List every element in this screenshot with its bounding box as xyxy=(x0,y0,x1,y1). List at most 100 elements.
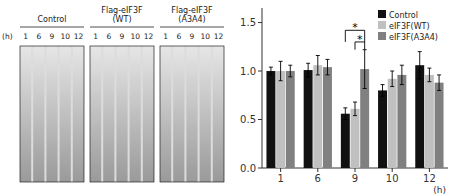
gel-group-label: Flag-eIF3F(WT) xyxy=(101,6,143,24)
gel-lane xyxy=(160,46,171,182)
legend-label: eIF3F(A3A4) xyxy=(389,33,438,42)
y-tick-label: 1.0 xyxy=(240,66,256,77)
gel-lane xyxy=(73,46,84,182)
error-bar xyxy=(363,50,367,89)
gel-background xyxy=(90,46,154,182)
error-bar xyxy=(353,102,357,116)
gel-lane xyxy=(20,46,31,182)
significance-star: * xyxy=(357,33,363,46)
gel-lane-label: 12 xyxy=(74,32,84,41)
gel-background xyxy=(160,46,224,182)
x-tick xyxy=(355,168,356,172)
y-tick xyxy=(258,22,262,23)
gel-lane-label: 9 xyxy=(120,32,125,41)
legend-label: eIF3F(WT) xyxy=(389,22,430,31)
gel-group-label-line: (WT) xyxy=(112,15,131,24)
y-tick-label: 0.5 xyxy=(240,114,256,125)
gel-lane xyxy=(103,46,114,182)
gel-group-label-line: Control xyxy=(38,15,67,24)
bars xyxy=(266,50,443,168)
bar xyxy=(388,79,397,168)
gel-lane-label: 1 xyxy=(163,32,168,41)
legend-swatch xyxy=(378,21,386,29)
error-bar xyxy=(279,61,283,80)
gel-frame xyxy=(20,46,84,182)
bar xyxy=(304,70,313,168)
error-bar xyxy=(325,59,329,75)
gel-lane-label: 12 xyxy=(214,32,224,41)
y-axis-line xyxy=(262,8,263,168)
x-tick-label: 9 xyxy=(352,173,358,184)
bar xyxy=(378,90,387,168)
gel-frame xyxy=(160,46,224,182)
y-tick xyxy=(258,71,262,72)
bar xyxy=(313,65,322,168)
gel-lane xyxy=(213,46,224,182)
legend-swatch xyxy=(378,32,386,40)
x-tick xyxy=(429,168,430,172)
gel-lane xyxy=(46,46,57,182)
x-tick-label: 6 xyxy=(315,173,321,184)
x-tick xyxy=(392,168,393,172)
bar xyxy=(341,114,350,168)
gel-group-label-line: (A3A4) xyxy=(178,15,205,24)
gel-lane-label: 6 xyxy=(176,32,181,41)
gel-lane-label: 9 xyxy=(190,32,195,41)
error-bar xyxy=(288,65,292,77)
bar xyxy=(425,75,434,168)
gel-lane xyxy=(90,46,101,182)
gel-lane-label: 10 xyxy=(200,32,210,41)
gel-lane-label: 6 xyxy=(36,32,41,41)
error-bar xyxy=(390,71,394,87)
error-bar xyxy=(437,75,441,91)
error-bar xyxy=(343,108,347,120)
y-tick xyxy=(258,119,262,120)
bar xyxy=(286,71,295,168)
y-tick-label: 1.5 xyxy=(240,17,256,28)
x-tick xyxy=(280,168,281,172)
gel-group-label: Flag-eIF3F(A3A4) xyxy=(171,6,213,24)
x-tick-label: 10 xyxy=(386,173,399,184)
gel-frame xyxy=(90,46,154,182)
legend-swatch xyxy=(378,10,386,18)
bar xyxy=(397,75,406,168)
bar xyxy=(266,71,275,168)
x-tick-label: 1 xyxy=(277,173,283,184)
bar xyxy=(276,71,285,168)
error-bar xyxy=(306,63,310,77)
gel-lane xyxy=(186,46,197,182)
bar xyxy=(415,65,424,168)
gel-group-label-line: Flag-eIF3F xyxy=(171,6,213,15)
gel-lane-label: 10 xyxy=(130,32,140,41)
x-tick xyxy=(317,168,318,172)
error-bar xyxy=(427,68,431,82)
x-axis-label: (h) xyxy=(433,185,446,194)
gel-lane xyxy=(130,46,141,182)
error-bar xyxy=(418,52,422,79)
error-bar xyxy=(400,65,404,84)
gel-group-label: Control xyxy=(38,15,67,24)
annotations: ** xyxy=(345,21,364,49)
gel-lane-label: 12 xyxy=(144,32,154,41)
error-bar xyxy=(381,85,385,97)
gel-lane xyxy=(143,46,154,182)
legend-label: Control xyxy=(389,11,418,20)
gel-lane xyxy=(173,46,184,182)
bar xyxy=(435,83,444,168)
y-tick xyxy=(258,168,262,169)
gel-group-label-line: Flag-eIF3F xyxy=(101,6,143,15)
gel-lane-label: 9 xyxy=(50,32,55,41)
gel-lane xyxy=(200,46,211,182)
gel-lane xyxy=(33,46,44,182)
error-bar xyxy=(269,67,273,75)
x-tick-label: 12 xyxy=(423,173,436,184)
gel-lane-label: 10 xyxy=(60,32,70,41)
gel-lane xyxy=(116,46,127,182)
gel-bracket xyxy=(20,27,84,28)
gel-lane-label: 6 xyxy=(106,32,111,41)
axes: 0.00.51.01.51691012(h) xyxy=(240,8,448,194)
gel-bracket xyxy=(160,27,224,28)
error-bar xyxy=(316,56,320,75)
gel-figure: Control1691012Flag-eIF3F(WT)1691012Flag-… xyxy=(2,6,224,182)
gel-lane-label: 1 xyxy=(93,32,98,41)
